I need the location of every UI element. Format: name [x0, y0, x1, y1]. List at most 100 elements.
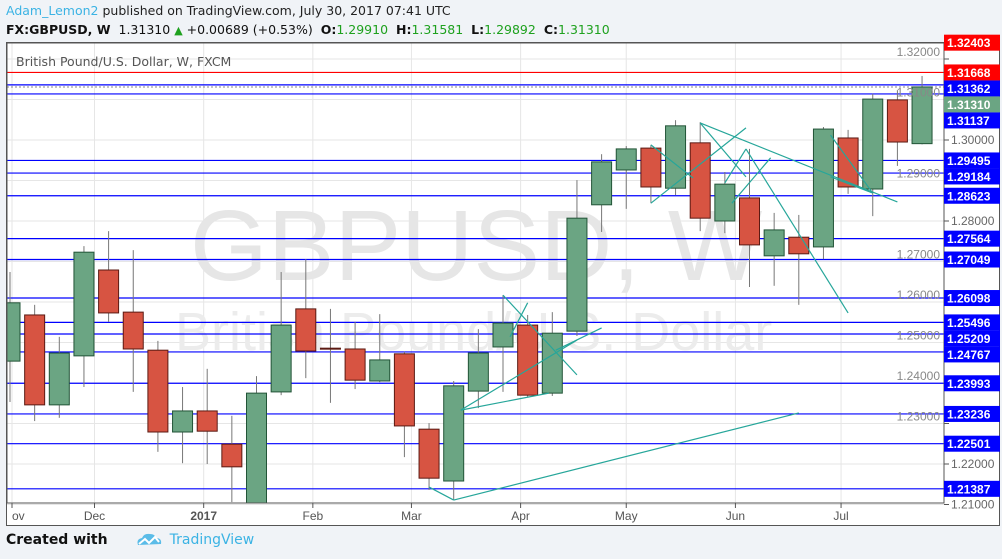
trendline: [650, 144, 694, 179]
candle: [714, 171, 736, 234]
trendline: [724, 148, 747, 184]
candle: [48, 336, 70, 418]
price-level-label: 1.25496: [947, 316, 991, 330]
candle: [7, 272, 21, 403]
candle-body-up: [492, 322, 514, 348]
candle: [492, 295, 514, 392]
price-tick-label: 1.32000: [897, 45, 941, 59]
price-level-label: 1.26098: [947, 292, 991, 306]
trendline: [502, 294, 578, 376]
candle-body-up: [270, 324, 292, 393]
candle-body-up: [7, 302, 21, 362]
tradingview-link[interactable]: TradingView: [169, 532, 255, 548]
price-level-label-box: [944, 480, 1000, 497]
candle: [689, 122, 711, 232]
candle: [837, 129, 859, 194]
price-level-label-box: [944, 168, 1000, 185]
price-level-label: 1.31668: [947, 66, 991, 80]
created-with-label: Created with: [6, 532, 108, 548]
grid: [7, 43, 944, 505]
time-tick-label: Jun: [726, 509, 745, 523]
candle: [763, 212, 785, 286]
trendline: [699, 122, 747, 178]
candle: [886, 90, 908, 166]
price-tick-labels-inside: 1.32000 1.31000 1.29000 1.27000 1.26000 1.250…: [897, 45, 941, 424]
candle-body-down: [319, 347, 341, 350]
trendline: [731, 157, 772, 204]
candle: [172, 387, 194, 464]
candle-body-down: [147, 349, 169, 433]
candles: [7, 75, 933, 503]
candle-body-down: [837, 137, 859, 188]
price-level-label: 1.31137: [947, 114, 990, 128]
trendline: [699, 122, 898, 203]
candle: [467, 329, 489, 409]
candle-body-up: [812, 128, 834, 248]
candle: [443, 380, 465, 501]
open-label: O:: [320, 22, 337, 37]
price-level-label: 1.29184: [947, 170, 991, 184]
price-level-label-box: [944, 34, 1000, 51]
price-level-label: 1.27049: [947, 253, 991, 267]
time-axis[interactable]: ov Dec 2017 Feb Mar Apr May Jun Jul: [11, 503, 849, 523]
candle-body-down: [418, 428, 440, 479]
candle-body-down: [98, 269, 120, 314]
candle: [541, 312, 563, 396]
price-level-label-box: [944, 330, 1000, 347]
price-level-label: 1.31362: [947, 82, 991, 96]
chart-frame: [6, 42, 1000, 526]
candle-body-up: [615, 148, 637, 171]
candle: [221, 415, 243, 503]
price-level-label-box: [944, 314, 1000, 331]
plot-border: [6, 42, 945, 504]
price-level-label-box: [944, 80, 1000, 97]
candle: [911, 75, 933, 145]
price-level-label-box: [944, 230, 1000, 247]
price-tick-label: 1.27000: [897, 248, 941, 262]
price-level-label-box: [944, 375, 1000, 392]
price-level-label-box: [944, 251, 1000, 268]
price-level-label: 1.28623: [947, 189, 991, 203]
price-level-label: 1.27564: [947, 232, 991, 246]
candle-body-down: [640, 147, 662, 188]
candle: [418, 423, 440, 490]
candle-body-up: [566, 217, 588, 332]
time-tick-label: May: [615, 509, 638, 523]
price-level-label: 1.23236: [947, 407, 991, 421]
price-level-label-box: [944, 64, 1000, 81]
trendline: [555, 327, 602, 351]
price-level-label: 1.21387: [947, 482, 991, 496]
trendline: [428, 486, 454, 501]
price-level-label: 1.29495: [947, 154, 991, 168]
trendline: [453, 412, 799, 501]
candle: [98, 231, 120, 322]
close-value: 1.31310: [558, 22, 610, 37]
candle-body-down: [393, 353, 415, 427]
candle-body-up: [763, 229, 785, 257]
time-tick-label: Jul: [833, 509, 848, 523]
price-tick-label: 1.31000: [897, 86, 941, 100]
candle-body-down: [517, 324, 539, 396]
candle-body-up: [862, 98, 884, 190]
candle: [319, 308, 341, 403]
price-tick-label: 1.25000: [897, 329, 941, 343]
symbol-name: FX:GBPUSD, W: [6, 22, 111, 37]
price-level-label: 1.23993: [947, 377, 991, 391]
candle: [862, 93, 884, 217]
candle-body-up: [541, 332, 563, 394]
price-level-label-box: [944, 405, 1000, 422]
price-axis[interactable]: 1.30000 1.28000 1.22000 1.21000 1.32403 1.316…: [944, 34, 1000, 512]
candle-body-down: [295, 308, 317, 352]
price-level-label: 1.24767: [947, 348, 991, 362]
candle: [196, 368, 218, 464]
trendline: [830, 176, 873, 194]
trendline: [830, 134, 874, 194]
price-level-label-box: [944, 435, 1000, 452]
trendlines: [428, 122, 898, 501]
watermark: GBPUSD, W British Pound/U.S. Dollar: [175, 190, 772, 362]
price-level-label-box: [944, 112, 1000, 129]
author-link[interactable]: Adam_Lemon2: [6, 3, 99, 18]
open-value: 1.29910: [336, 22, 389, 37]
price-tick-label: 1.28000: [951, 214, 995, 228]
